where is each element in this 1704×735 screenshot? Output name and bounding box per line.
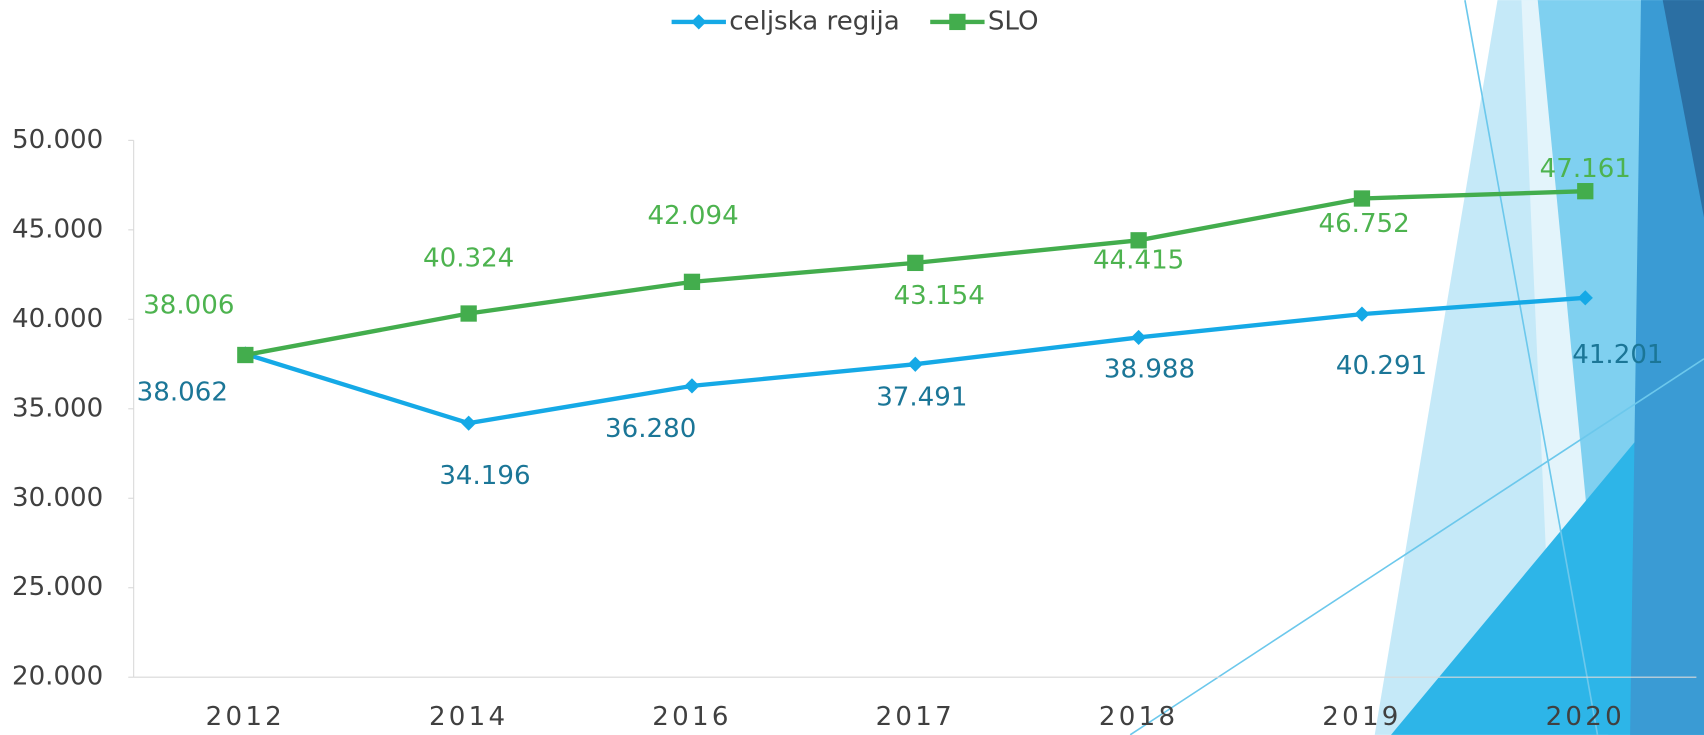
x-tick-label: 2018	[1099, 702, 1178, 732]
data-label: 38.062	[137, 378, 228, 408]
data-label: 37.491	[876, 382, 967, 412]
y-tick-label: 45.000	[12, 214, 103, 244]
legend: celjska regija SLO	[672, 6, 1039, 36]
x-tick-label: 2020	[1546, 702, 1625, 732]
y-tick-label: 40.000	[12, 304, 103, 334]
data-label: 44.415	[1093, 245, 1184, 275]
y-tick-label: 50.000	[12, 125, 103, 155]
x-tick-label: 2012	[206, 702, 285, 732]
data-label: 42.094	[647, 201, 738, 231]
data-label: 40.324	[423, 244, 514, 274]
marker	[907, 255, 923, 271]
marker	[461, 416, 476, 431]
x-tick-label: 2017	[876, 702, 955, 732]
data-label: 47.161	[1540, 154, 1631, 184]
y-tick-label: 35.000	[12, 393, 103, 423]
data-label: 41.201	[1572, 340, 1663, 370]
y-tick-label: 30.000	[12, 483, 103, 513]
x-tick-label: 2019	[1322, 702, 1401, 732]
data-label: 38.006	[143, 291, 234, 321]
data-label: 43.154	[894, 281, 985, 311]
data-label: 46.752	[1318, 209, 1409, 239]
marker	[908, 357, 923, 372]
data-label: 36.280	[605, 414, 696, 444]
legend-label: celjska regija	[729, 6, 900, 36]
marker	[1577, 183, 1593, 199]
y-tick-label: 20.000	[12, 662, 103, 692]
chart: celjska regija SLO 20.000 25.000 30.000 35.0…	[0, 0, 1704, 735]
marker	[1354, 190, 1370, 206]
data-label: 34.196	[439, 461, 530, 491]
y-tick-label: 25.000	[12, 572, 103, 602]
marker	[237, 347, 253, 363]
data-label: 38.988	[1104, 355, 1195, 385]
marker	[461, 305, 477, 321]
marker	[684, 378, 699, 393]
data-label: 40.291	[1336, 351, 1427, 381]
marker	[1354, 307, 1369, 322]
marker	[684, 274, 700, 290]
legend-label: SLO	[988, 6, 1039, 36]
legend-marker	[691, 14, 706, 29]
x-tick-label: 2016	[652, 702, 731, 732]
legend-marker	[949, 14, 965, 30]
x-tick-label: 2014	[429, 702, 508, 732]
marker	[1131, 330, 1146, 345]
